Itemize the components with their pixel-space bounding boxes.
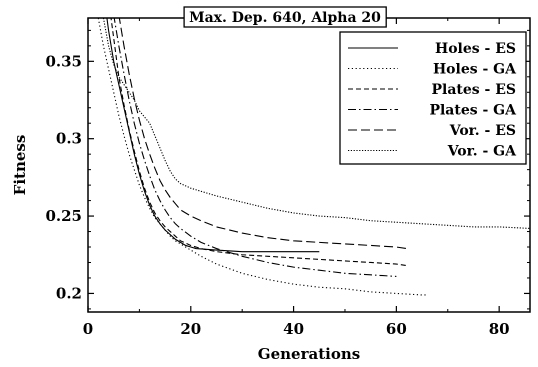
series-line-6 [102,18,530,229]
x-tick-label-0: 0 [83,320,93,338]
ticks-layer: 0 20 40 60 80 0.2 0.25 0.3 0.35 [45,18,530,338]
chart-title-box: Max. Dep. 640, Alpha 20 [183,6,387,28]
series-line-2 [97,18,428,296]
title-frame [183,6,387,28]
y-tick-label-1: 0.25 [45,207,82,225]
series-line-1 [106,18,320,253]
legend-label-1: Holes - ES [435,41,516,57]
x-tick-label-3: 60 [386,320,407,338]
legend-label-2: Holes - GA [433,62,517,78]
series-line-3 [110,18,407,267]
x-tick-label-4: 80 [489,320,510,338]
y-tick-label-0: 0.2 [56,284,82,302]
legend-label-4: Plates - GA [429,103,517,119]
x-tick-label-1: 20 [180,320,201,338]
legend: Holes - ES Holes - GA Plates - ES Plates - … [339,31,527,165]
legend-label-5: Vor. - ES [449,123,516,139]
x-tick-label-2: 40 [283,320,304,338]
legend-label-3: Plates - ES [431,82,516,98]
y-tick-label-3: 0.35 [45,52,82,70]
y-tick-label-2: 0.3 [56,130,82,148]
chart-title: Max. Dep. 640, Alpha 20 [189,10,381,26]
y-axis-label: Fitness [11,135,29,196]
series-line-5 [118,18,407,250]
series-layer [97,18,530,296]
legend-label-6: Vor. - GA [447,144,517,160]
x-axis-label: Generations [258,345,360,363]
legend-frame [339,31,527,165]
